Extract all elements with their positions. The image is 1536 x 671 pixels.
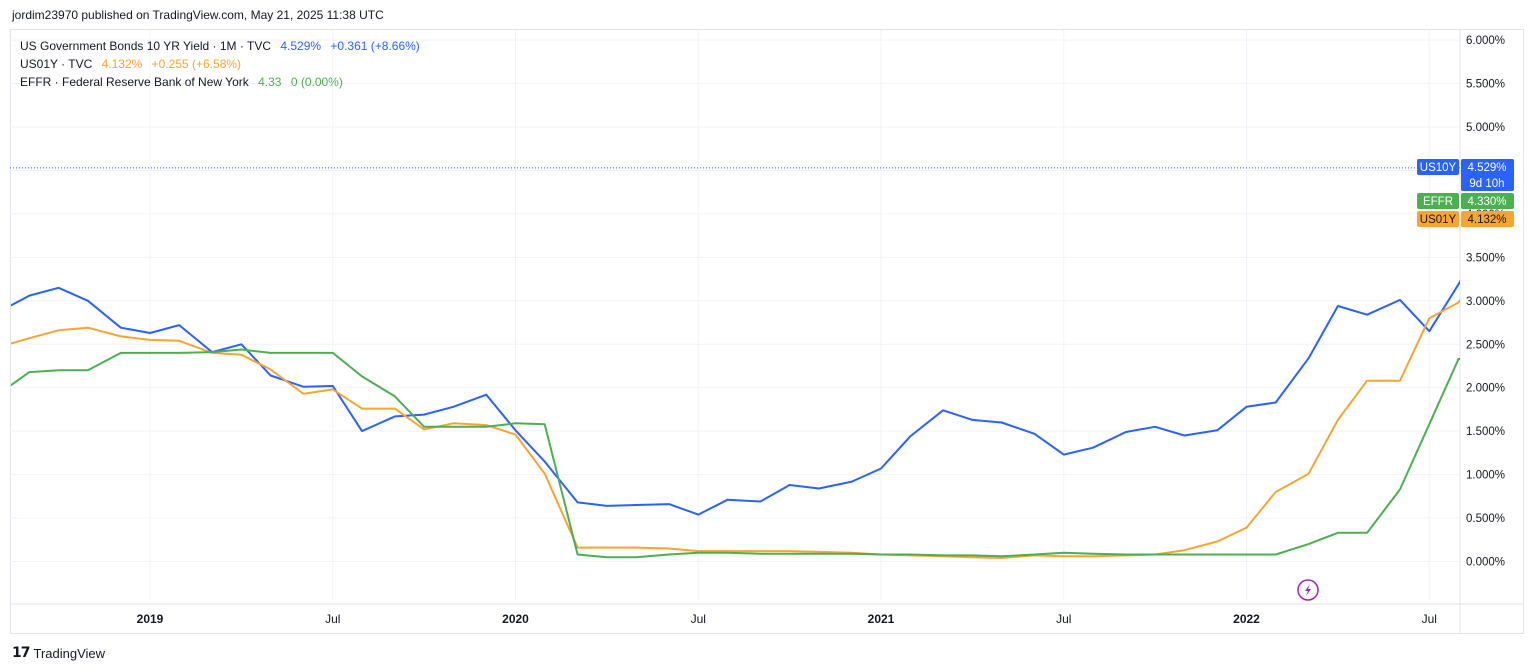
x-tick-label: Jul bbox=[1056, 612, 1071, 626]
legend-name: US Government Bonds 10 YR Yield · 1M · T… bbox=[20, 39, 271, 53]
y-tick-label: 2.000% bbox=[1466, 383, 1505, 395]
x-tick-label: 2021 bbox=[868, 612, 895, 626]
legend-value: 4.132% bbox=[101, 57, 143, 71]
x-tick-label: Jul bbox=[1422, 612, 1437, 626]
y-tick-label: 5.000% bbox=[1466, 122, 1505, 134]
price-label-us01y-value-text: 4.132% bbox=[1467, 214, 1506, 226]
tradingview-logo-icon: 17 bbox=[12, 645, 31, 661]
x-tick-label: Jul bbox=[691, 612, 706, 626]
y-tick-label: 0.000% bbox=[1466, 557, 1505, 569]
series-line-us10y bbox=[11, 279, 1460, 516]
price-label-us10y-value-text: 4.529% bbox=[1467, 162, 1506, 174]
legend-change: 0 (0.00%) bbox=[290, 75, 343, 89]
footer-branding[interactable]: 17 TradingView bbox=[12, 645, 105, 661]
legend-change: +0.361 (+8.66%) bbox=[330, 39, 420, 53]
x-tick-label: 2020 bbox=[502, 612, 529, 626]
price-label-us01y-tag-text: US01Y bbox=[1420, 214, 1457, 226]
price-label-us10y-value-bg bbox=[1461, 159, 1514, 191]
price-label-us01y: US01Y 4.132% bbox=[1417, 211, 1514, 227]
price-label-effr-value-text: 4.330% bbox=[1467, 196, 1506, 208]
y-tick-label: 1.000% bbox=[1466, 470, 1505, 482]
price-label-effr-value-bg bbox=[1461, 193, 1514, 209]
y-tick-label: 0.500% bbox=[1466, 513, 1505, 525]
price-label-effr: EFFR 4.330% bbox=[1417, 193, 1514, 209]
brand-name: TradingView bbox=[33, 645, 106, 661]
legend-name: EFFR · Federal Reserve Bank of New York bbox=[20, 75, 249, 89]
chart-frame bbox=[10, 29, 1524, 634]
legend-row-us10y[interactable]: US Government Bonds 10 YR Yield · 1M · T… bbox=[20, 37, 420, 55]
legend-row-effr[interactable]: EFFR · Federal Reserve Bank of New York … bbox=[20, 73, 420, 91]
published-by-text: jordim23970 published on TradingView.com… bbox=[12, 8, 384, 22]
price-label-us10y: US10Y 4.529% 9d 10h bbox=[1417, 159, 1514, 191]
y-tick-label: 5.500% bbox=[1466, 79, 1505, 91]
lightning-bolt-icon bbox=[1305, 584, 1311, 596]
legend-change: +0.255 (+6.58%) bbox=[151, 57, 242, 71]
y-tick-label: 6.000% bbox=[1466, 35, 1505, 47]
price-label-effr-tag-bg bbox=[1417, 193, 1459, 209]
price-label-effr-tag-text: EFFR bbox=[1423, 196, 1453, 208]
x-tick-label: 2019 bbox=[137, 612, 164, 626]
price-label-us10y-tag-bg bbox=[1417, 159, 1459, 175]
legend-row-us01y[interactable]: US01Y · TVC 4.132% +0.255 (+6.58%) bbox=[20, 55, 420, 73]
series-line-us01y bbox=[11, 298, 1460, 559]
bar-countdown: 9d 10h bbox=[1469, 178, 1504, 190]
x-tick-label: Jul bbox=[325, 612, 340, 626]
legend: US Government Bonds 10 YR Yield · 1M · T… bbox=[20, 37, 420, 91]
y-tick-label: 3.500% bbox=[1466, 252, 1505, 264]
price-label-us10y-tag-text: US10Y bbox=[1420, 162, 1457, 174]
y-tick-label: 3.000% bbox=[1466, 296, 1505, 308]
y-tick-label: 1.500% bbox=[1466, 426, 1505, 438]
x-tick-label: 2022 bbox=[1233, 612, 1260, 626]
legend-value: 4.529% bbox=[280, 39, 322, 53]
price-label-us01y-tag-bg bbox=[1417, 211, 1459, 227]
legend-name: US01Y · TVC bbox=[20, 57, 93, 71]
price-label-us01y-value-bg bbox=[1461, 211, 1514, 227]
series-line-effr bbox=[11, 348, 1460, 559]
y-tick-label: 2.500% bbox=[1466, 339, 1505, 351]
legend-value: 4.33 bbox=[258, 75, 282, 89]
